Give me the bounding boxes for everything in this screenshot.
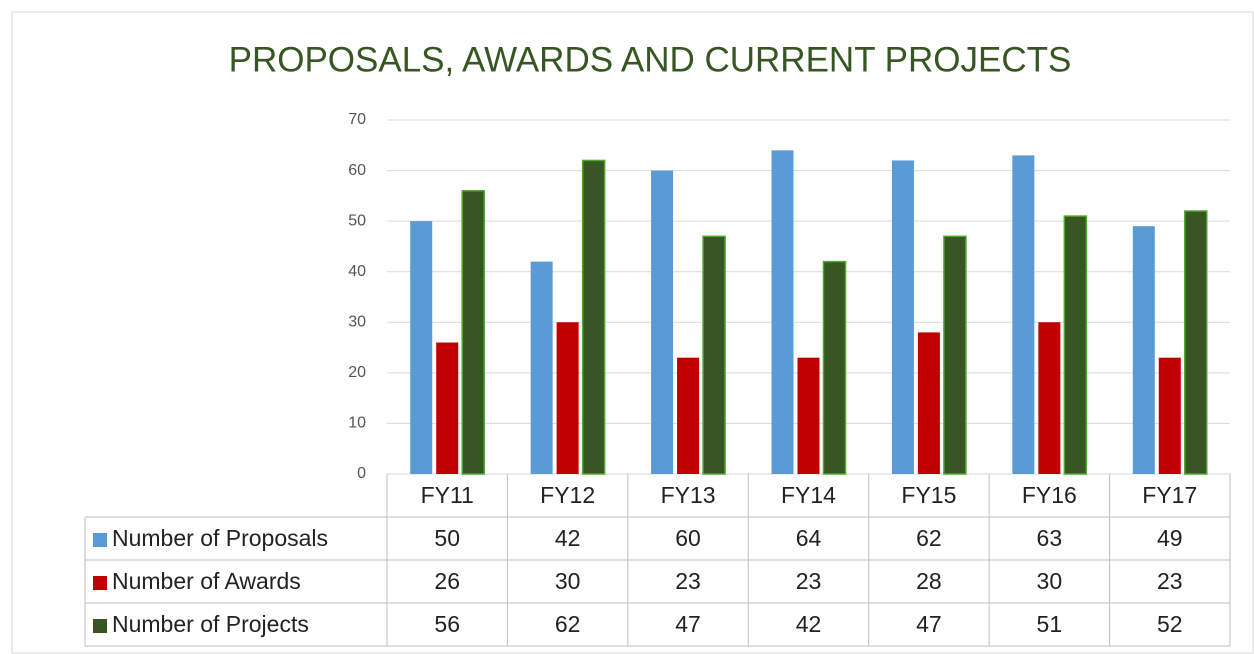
legend-label: Number of Proposals <box>112 525 328 551</box>
bar <box>651 170 674 475</box>
table-cell: 30 <box>1037 568 1063 594</box>
table-cell: 47 <box>916 611 942 637</box>
y-tick-label: 30 <box>348 314 366 331</box>
chart-frame <box>11 11 1254 654</box>
bar <box>917 332 940 474</box>
legend-swatch <box>93 533 107 547</box>
bar <box>1184 210 1208 475</box>
legend-swatch <box>93 619 107 633</box>
y-tick-label: 40 <box>348 263 366 280</box>
x-tick-label: FY16 <box>1022 482 1077 508</box>
table-cell: 42 <box>796 611 822 637</box>
table-cell: 51 <box>1037 611 1063 637</box>
table-cell: 60 <box>675 525 701 551</box>
table-cell: 62 <box>916 525 942 551</box>
table-cell: 64 <box>796 525 822 551</box>
bar <box>530 261 553 474</box>
bar <box>677 357 700 474</box>
table-cell: 62 <box>555 611 581 637</box>
bar <box>556 322 579 474</box>
bar <box>410 221 433 474</box>
table-cell: 23 <box>675 568 701 594</box>
y-tick-label: 0 <box>357 465 366 482</box>
bar <box>1038 322 1061 474</box>
table-cell: 52 <box>1157 611 1183 637</box>
bar <box>1132 226 1155 474</box>
bar <box>1158 357 1181 474</box>
table-cell: 49 <box>1157 525 1183 551</box>
bar <box>702 235 726 475</box>
table-cell: 30 <box>555 568 581 594</box>
table-cell: 23 <box>1157 568 1183 594</box>
legend-label: Number of Awards <box>112 568 301 594</box>
x-tick-label: FY11 <box>421 482 474 508</box>
bar <box>943 235 967 475</box>
table-cell: 56 <box>434 611 460 637</box>
legend-swatch <box>93 576 107 590</box>
table-cell: 42 <box>555 525 581 551</box>
table-cell: 26 <box>434 568 460 594</box>
legend-label: Number of Projects <box>112 611 309 637</box>
chart-title: PROPOSALS, AWARDS AND CURRENT PROJECTS <box>229 40 1072 79</box>
y-tick-label: 50 <box>348 212 366 229</box>
table-cell: 23 <box>796 568 822 594</box>
x-tick-label: FY17 <box>1142 482 1197 508</box>
y-tick-label: 60 <box>348 162 366 179</box>
x-tick-label: FY13 <box>661 482 716 508</box>
x-tick-label: FY12 <box>540 482 595 508</box>
bar <box>461 190 485 475</box>
bar <box>1063 215 1088 475</box>
bar <box>1012 155 1035 474</box>
bar <box>822 260 847 475</box>
bar <box>436 342 459 474</box>
bar <box>891 160 914 474</box>
bar <box>797 357 820 474</box>
y-tick-label: 70 <box>348 111 366 128</box>
y-tick-label: 10 <box>348 415 366 432</box>
table-cell: 50 <box>434 525 460 551</box>
x-tick-label: FY14 <box>781 482 836 508</box>
bar <box>771 150 794 475</box>
table-cell: 47 <box>675 611 701 637</box>
table-cell: 28 <box>916 568 942 594</box>
x-tick-label: FY15 <box>901 482 956 508</box>
bar <box>581 159 606 475</box>
y-tick-label: 20 <box>348 364 366 381</box>
table-cell: 63 <box>1037 525 1063 551</box>
